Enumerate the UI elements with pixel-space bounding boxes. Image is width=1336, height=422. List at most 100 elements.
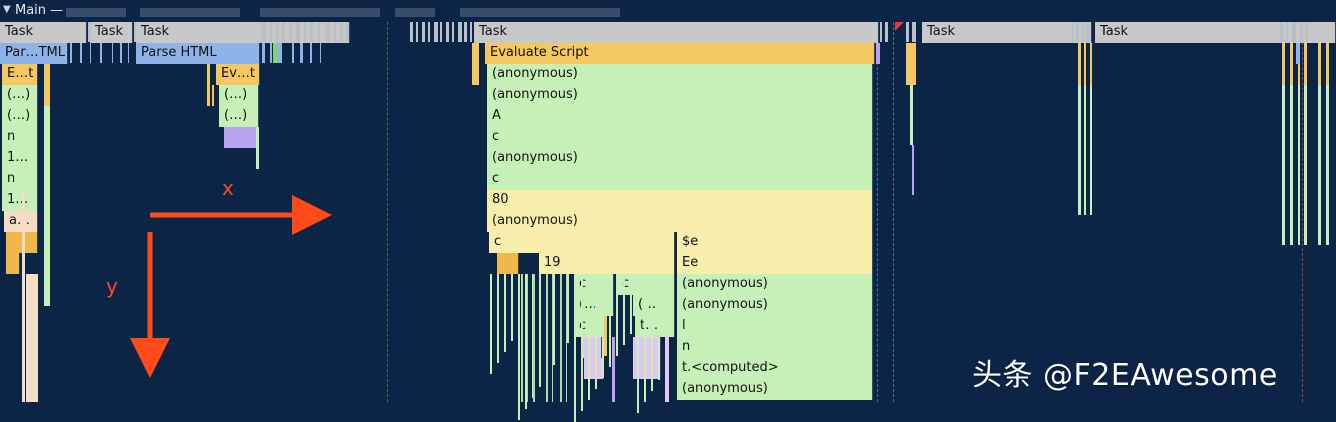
thin-frame: [602, 274, 604, 378]
collapse-triangle-icon[interactable]: ▼: [3, 4, 11, 15]
thin-frame: [567, 274, 569, 343]
flame-frame[interactable]: c: [487, 127, 873, 148]
main-track-title: Main —: [15, 3, 64, 18]
thin-frame: [665, 337, 669, 402]
flame-frame[interactable]: 1…: [2, 148, 38, 169]
timing-marker-line: [877, 22, 878, 402]
thin-frame: [588, 274, 590, 400]
flame-frame-unlabeled[interactable]: [633, 337, 661, 358]
thin-frame: [1290, 43, 1293, 85]
thin-frame: [574, 274, 576, 422]
thin-frame: [270, 43, 272, 63]
flame-frame[interactable]: Parse HTML: [136, 43, 260, 64]
flame-frame[interactable]: Par…TML: [0, 43, 68, 64]
thin-frame: [440, 22, 442, 42]
thin-frame: [262, 43, 265, 63]
thin-frame: [623, 274, 625, 345]
thin-frame: [1090, 43, 1092, 85]
flame-frame[interactable]: (anonymous): [487, 64, 873, 85]
flame-frame[interactable]: (anonymous): [487, 85, 873, 106]
thin-frame: [553, 274, 555, 365]
flame-frame-unlabeled[interactable]: [582, 337, 602, 358]
thin-frame: [1304, 43, 1307, 85]
thin-frame: [1078, 43, 1081, 85]
thin-frame: [609, 274, 611, 367]
watermark: 头条 @F2EAwesome: [972, 358, 1278, 393]
thin-frame: [334, 22, 336, 42]
task-bar[interactable]: Task: [922, 22, 1092, 43]
thin-frame: [1306, 22, 1308, 42]
thin-frame: [1286, 22, 1288, 42]
thin-frame: [262, 22, 266, 42]
thin-frame: [876, 43, 880, 64]
flame-frame[interactable]: t.<computed>: [677, 358, 873, 379]
thin-frame: [90, 43, 91, 63]
flame-frame[interactable]: l: [677, 316, 873, 337]
thin-frame: [1298, 43, 1300, 85]
thin-frame: [497, 274, 499, 363]
dcl-marker-line: [387, 22, 388, 402]
flame-frame[interactable]: (anonymous): [677, 379, 873, 400]
flame-frame[interactable]: Ev…t: [216, 64, 260, 85]
thin-frame: [256, 127, 259, 169]
annotation-arrows: [130, 195, 332, 378]
flame-frame[interactable]: (anonymous): [487, 211, 873, 232]
thin-frame: [464, 22, 467, 42]
flame-frame[interactable]: n: [677, 337, 873, 358]
thin-frame: [658, 274, 660, 380]
flame-frame[interactable]: (anonymous): [677, 295, 873, 316]
thin-frame: [134, 22, 136, 42]
thin-frame: [207, 64, 210, 106]
flame-frame[interactable]: (anonymous): [677, 274, 873, 295]
flame-frame[interactable]: 80: [487, 190, 873, 211]
flame-frame[interactable]: (…): [219, 106, 259, 127]
flame-frame[interactable]: n: [2, 127, 38, 148]
flame-frame[interactable]: (…): [2, 85, 38, 106]
flame-frame[interactable]: c: [489, 232, 675, 253]
flame-frame[interactable]: n: [2, 169, 38, 190]
flame-frame[interactable]: Evaluate Script: [485, 43, 875, 64]
redacted-text: [460, 8, 620, 17]
main-track-header[interactable]: ▼ Main —: [0, 0, 1336, 22]
thin-frame: [511, 274, 513, 341]
flame-frame[interactable]: (…): [2, 106, 38, 127]
thin-frame: [552, 274, 553, 402]
timing-marker-line: [893, 22, 894, 402]
task-bar[interactable]: Task: [0, 22, 87, 43]
thin-frame: [1078, 85, 1081, 215]
task-bar[interactable]: Task: [90, 22, 133, 43]
flame-frame[interactable]: $e: [677, 232, 873, 253]
thin-frame: [906, 22, 909, 42]
flame-frame[interactable]: (anonymous): [487, 148, 873, 169]
thin-frame: [630, 274, 632, 334]
thin-frame: [346, 22, 349, 42]
flame-frame[interactable]: (…): [219, 85, 259, 106]
thin-frame: [1282, 43, 1285, 85]
thin-frame: [644, 274, 646, 402]
flame-frame[interactable]: E…t: [2, 64, 38, 85]
thin-frame: [1084, 85, 1086, 215]
redacted-text: [140, 8, 240, 17]
thin-frame: [112, 43, 113, 63]
thin-frame: [26, 274, 38, 402]
flame-frame-unlabeled[interactable]: [633, 358, 661, 379]
thin-frame: [595, 274, 597, 389]
thin-frame: [273, 43, 278, 63]
x-axis-label: x: [222, 176, 234, 200]
flame-frame[interactable]: 19: [539, 253, 675, 274]
task-bar[interactable]: Task: [1095, 22, 1336, 43]
thin-frame: [581, 274, 583, 411]
long-task-flag-icon: [895, 22, 904, 31]
flame-frame[interactable]: c: [487, 169, 873, 190]
task-bar[interactable]: Task: [474, 22, 879, 43]
flame-frame[interactable]: Ee: [677, 253, 873, 274]
thin-frame: [1086, 22, 1090, 42]
flame-frame-unlabeled[interactable]: [6, 253, 20, 274]
thin-frame: [120, 43, 122, 63]
flame-frame-unlabeled[interactable]: [497, 253, 519, 274]
flame-frame[interactable]: A: [487, 106, 873, 127]
thin-frame: [1304, 85, 1307, 245]
thin-frame: [300, 43, 303, 63]
thin-frame: [290, 22, 292, 42]
